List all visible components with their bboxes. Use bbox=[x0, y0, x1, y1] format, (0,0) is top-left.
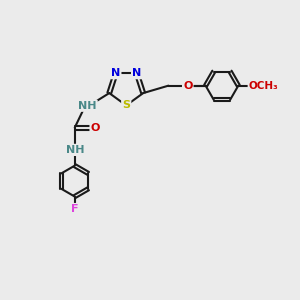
Text: O: O bbox=[91, 123, 100, 133]
Text: O: O bbox=[183, 81, 193, 91]
Text: NH: NH bbox=[78, 101, 97, 111]
Text: S: S bbox=[122, 100, 130, 110]
Text: N: N bbox=[132, 68, 141, 78]
Text: OCH₃: OCH₃ bbox=[249, 81, 278, 91]
Text: F: F bbox=[71, 204, 79, 214]
Text: N: N bbox=[111, 68, 120, 78]
Text: NH: NH bbox=[65, 145, 84, 155]
